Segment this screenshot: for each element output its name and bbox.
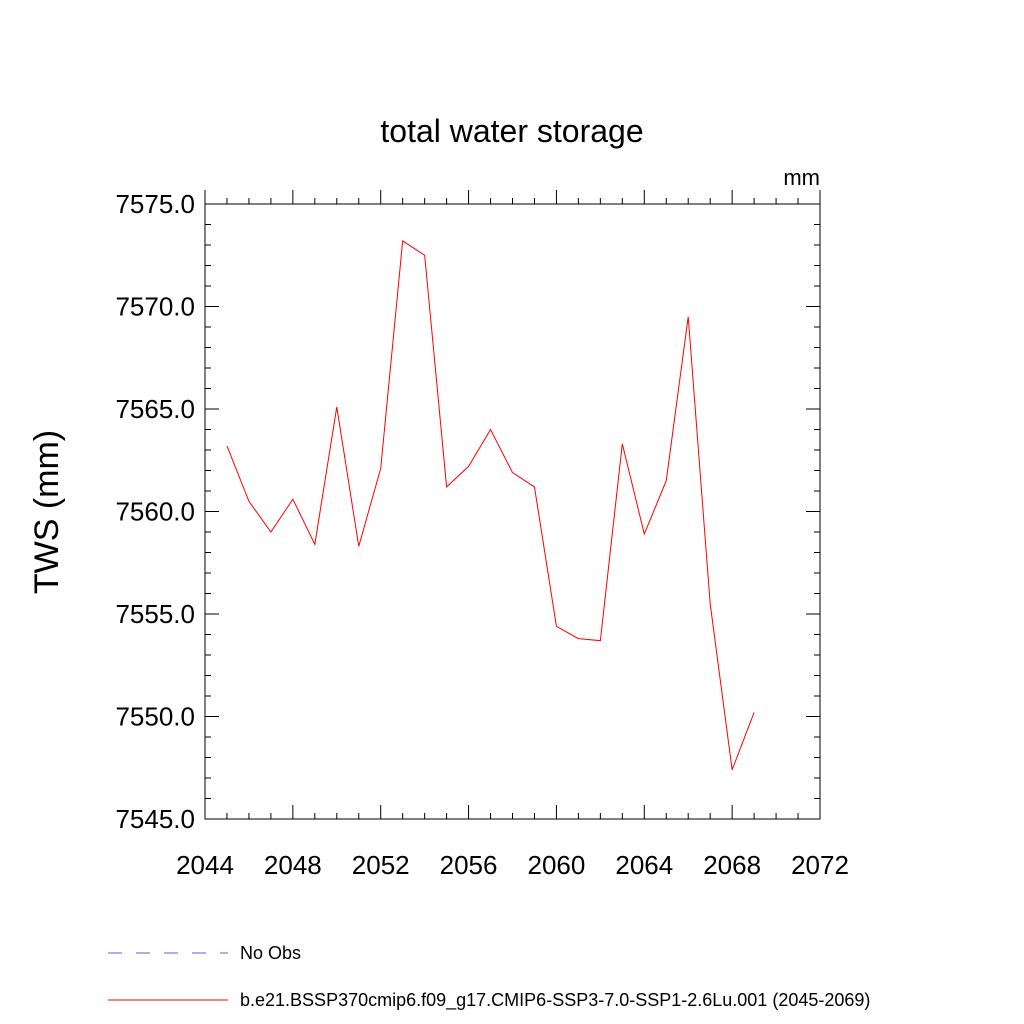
series-line <box>226 240 755 770</box>
x-tick-label: 2052 <box>352 850 410 880</box>
y-tick-label: 7565.0 <box>115 394 195 424</box>
units-label: mm <box>783 165 820 190</box>
legend-label-no-obs: No Obs <box>240 943 301 963</box>
series-layer <box>226 240 755 770</box>
y-tick-label: 7560.0 <box>115 497 195 527</box>
x-tick-label: 2044 <box>176 850 234 880</box>
x-tick-label: 2064 <box>615 850 673 880</box>
y-tick-label: 7575.0 <box>115 189 195 219</box>
y-tick-label: 7550.0 <box>115 702 195 732</box>
chart-title: total water storage <box>380 113 643 149</box>
y-tick-label: 7570.0 <box>115 292 195 322</box>
x-tick-label: 2072 <box>791 850 849 880</box>
y-tick-label: 7555.0 <box>115 599 195 629</box>
x-tick-label: 2056 <box>440 850 498 880</box>
y-axis-label: TWS (mm) <box>28 430 66 594</box>
x-tick-label: 2068 <box>703 850 761 880</box>
x-tick-label: 2060 <box>528 850 586 880</box>
axes: 7545.0 7550.0 7555.0 7560.0 7565.0 7570.0 7575… <box>115 189 848 880</box>
plot-frame <box>204 203 821 820</box>
x-tick-label: 2048 <box>264 850 322 880</box>
legend-label-model-run: b.e21.BSSP370cmip6.f09_g17.CMIP6-SSP3-7.… <box>240 990 870 1011</box>
y-tick-label: 7545.0 <box>115 804 195 834</box>
legend: No Obs b.e21.BSSP370cmip6.f09_g17.CMIP6-… <box>108 943 870 1011</box>
